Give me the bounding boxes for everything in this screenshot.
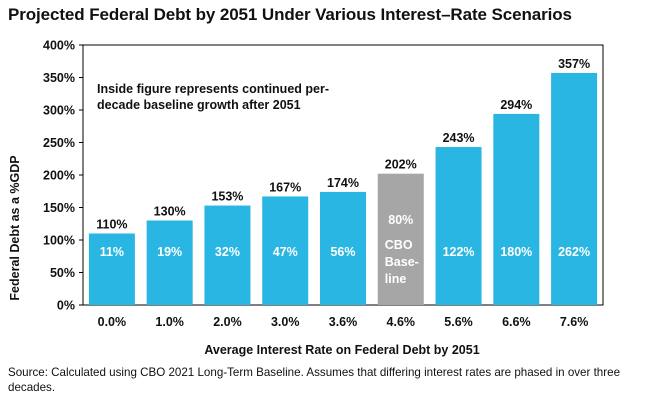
- bar-inside-label: 56%: [330, 245, 355, 259]
- x-tick-label: 5.6%: [444, 315, 473, 329]
- baseline-bar-text: line: [385, 272, 407, 286]
- bar-top-label: 174%: [327, 176, 359, 190]
- bar: [551, 72, 598, 305]
- bar-inside-label: 11%: [100, 245, 124, 259]
- bar-top-label: 243%: [443, 131, 475, 145]
- baseline-bar-text: CBO: [385, 238, 413, 252]
- x-tick-label: 0.0%: [98, 315, 127, 329]
- bar-inside-label: 262%: [558, 245, 590, 259]
- bar-top-label: 153%: [211, 190, 243, 204]
- bar-top-label: 357%: [558, 57, 590, 71]
- bar-inside-label: 32%: [215, 245, 240, 259]
- x-tick-label: 3.6%: [329, 315, 358, 329]
- y-tick-label: 0%: [57, 299, 75, 313]
- x-axis-label: Average Interest Rate on Federal Debt by…: [204, 343, 480, 357]
- bar: [146, 220, 193, 305]
- y-tick-label: 100%: [43, 234, 75, 248]
- chart-title: Projected Federal Debt by 2051 Under Var…: [8, 5, 572, 24]
- bar: [204, 205, 251, 305]
- bar: [320, 191, 366, 305]
- baseline-bar-text: Base-: [385, 255, 419, 269]
- source-note: Source: Calculated using CBO 2021 Long-T…: [8, 366, 621, 394]
- bar: [377, 173, 424, 305]
- bar-top-label: 110%: [96, 218, 127, 232]
- bar: [493, 113, 540, 306]
- x-tick-label: 4.6%: [387, 315, 416, 329]
- bar-top-label: 202%: [385, 158, 417, 172]
- annotation-text: Inside figure represents continued per-: [97, 82, 329, 96]
- y-tick-label: 250%: [43, 136, 75, 150]
- y-tick-label: 350%: [43, 71, 75, 85]
- bar-inside-label: 47%: [273, 245, 298, 259]
- bar-top-label: 294%: [500, 98, 532, 112]
- y-tick-label: 400%: [43, 39, 75, 53]
- bar: [262, 196, 309, 305]
- x-tick-label: 7.6%: [560, 315, 589, 329]
- x-tick-label: 1.0%: [155, 315, 184, 329]
- x-tick-label: 6.6%: [502, 315, 531, 329]
- y-tick-label: 200%: [43, 169, 75, 183]
- bar-inside-label: 180%: [500, 245, 532, 259]
- bar-inside-label: 122%: [443, 245, 475, 259]
- x-tick-label: 3.0%: [271, 315, 300, 329]
- bar: [435, 147, 482, 305]
- bar-inside-label: 19%: [157, 245, 182, 259]
- bar-top-label: 130%: [154, 205, 186, 219]
- x-tick-label: 2.0%: [213, 315, 242, 329]
- bar-top-label: 167%: [269, 180, 301, 194]
- bar-inside-label: 80%: [388, 213, 413, 227]
- bar: [88, 233, 135, 305]
- y-tick-label: 300%: [43, 104, 75, 118]
- y-tick-label: 150%: [43, 201, 75, 215]
- y-tick-label: 50%: [50, 266, 75, 280]
- annotation-text: decade baseline growth after 2051: [97, 98, 301, 112]
